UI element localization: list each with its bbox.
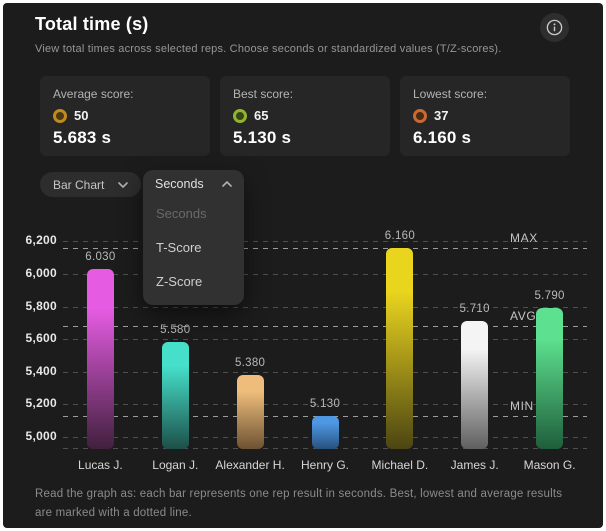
bar-james-j[interactable]	[461, 321, 489, 449]
bar-value-label: 5.790	[534, 290, 565, 303]
unit-select-options: Seconds T-Score Z-Score	[143, 197, 244, 299]
stat-card-average: Average score: 50 5.683 s	[40, 76, 210, 156]
bar-value-label: 5.580	[160, 324, 191, 337]
x-axis-label: Mason G.	[523, 458, 576, 472]
gridline	[63, 371, 587, 373]
stats-row: Average score: 50 5.683 s Best score: 65…	[40, 76, 570, 156]
subtitle: View total times across selected reps. C…	[35, 43, 502, 55]
x-axis-label: Alexander H.	[215, 458, 285, 472]
info-icon	[545, 18, 564, 37]
x-axis-label: Michael D.	[371, 458, 429, 472]
y-tick-label: 5,800	[25, 298, 57, 313]
chart-type-value: Bar Chart	[53, 177, 105, 192]
bar-value-label: 5.710	[459, 303, 490, 316]
page-title: Total time (s)	[35, 14, 149, 34]
bar-logan-j[interactable]	[161, 342, 189, 449]
x-axis-label: Henry G.	[300, 458, 349, 472]
x-axis-label: Logan J.	[152, 458, 199, 472]
stat-value: 5.683 s	[53, 128, 112, 147]
x-axis-label: Lucas J.	[78, 458, 123, 472]
bar-lucas-j[interactable]	[86, 269, 114, 449]
gridline	[63, 273, 587, 275]
info-button[interactable]	[540, 13, 569, 42]
unit-option-z-score[interactable]: Z-Score	[156, 274, 203, 289]
marker-line-max	[63, 247, 587, 249]
stat-value: 6.160 s	[413, 128, 472, 147]
bar-henry-g[interactable]	[311, 415, 339, 449]
bar-value-label: 5.130	[309, 397, 341, 410]
bar-michael-d[interactable]	[386, 247, 414, 449]
y-tick-label: 5,200	[25, 396, 57, 411]
y-tick-label: 6,000	[25, 265, 57, 280]
stat-label: Average score:	[53, 87, 134, 101]
gridline	[63, 339, 587, 341]
chevron-up-icon	[222, 180, 232, 187]
bar-value-label: 6.160	[384, 229, 416, 242]
y-tick-label: 6,200	[25, 233, 57, 248]
marker-label-max: MAX	[510, 230, 538, 245]
marker-label-avg: AVG	[510, 308, 537, 323]
chevron-down-icon	[118, 181, 129, 188]
plot-area: MAX AVG MIN 6.030 5.580 5.380 5.130 6.160 5.710 5…	[63, 225, 587, 449]
bar-value-label: 6.030	[85, 251, 116, 263]
y-tick-label: 5,600	[25, 331, 57, 346]
unit-option-seconds[interactable]: Seconds	[156, 206, 207, 221]
x-axis-label: James J.	[450, 458, 499, 472]
footer-note: Read the graph as: each bar represents o…	[35, 488, 563, 519]
score-badge-icon	[53, 108, 67, 123]
y-tick-label: 5,000	[25, 428, 57, 443]
stat-label: Best score:	[233, 87, 294, 101]
stat-value: 5.130 s	[233, 128, 292, 147]
unit-select-value: Seconds	[155, 176, 204, 191]
stat-label: Lowest score:	[413, 87, 488, 101]
unit-select-trigger[interactable]: Seconds	[143, 170, 244, 197]
bar-alexander-h[interactable]	[236, 375, 264, 449]
bar-mason-g[interactable]	[536, 308, 564, 449]
y-tick-label: 5,400	[25, 363, 57, 378]
chart-type-select[interactable]: Bar Chart	[40, 172, 142, 197]
unit-option-t-score[interactable]: T-Score	[156, 240, 202, 255]
score-badge-icon	[233, 108, 247, 123]
marker-label-min: MIN	[510, 398, 534, 413]
score-value: 50	[74, 108, 89, 123]
bar-value-label: 5.380	[234, 357, 266, 369]
stat-card-lowest: Lowest score: 37 6.160 s	[400, 76, 570, 156]
gridline	[63, 306, 587, 308]
stat-card-best: Best score: 65 5.130 s	[220, 76, 390, 156]
chart: 5,000 5,200 5,400 5,600 5,800 6,000 6,200 MAX A…	[3, 225, 603, 485]
score-value: 65	[254, 108, 269, 123]
score-badge-icon	[413, 108, 427, 123]
unit-select-menu: Seconds Seconds T-Score Z-Score	[143, 170, 244, 305]
widget-card: Total time (s) View total times across s…	[3, 3, 603, 528]
score-value: 37	[434, 108, 449, 123]
gridline	[63, 241, 587, 243]
gridline	[63, 404, 587, 406]
marker-line-avg	[63, 325, 587, 327]
